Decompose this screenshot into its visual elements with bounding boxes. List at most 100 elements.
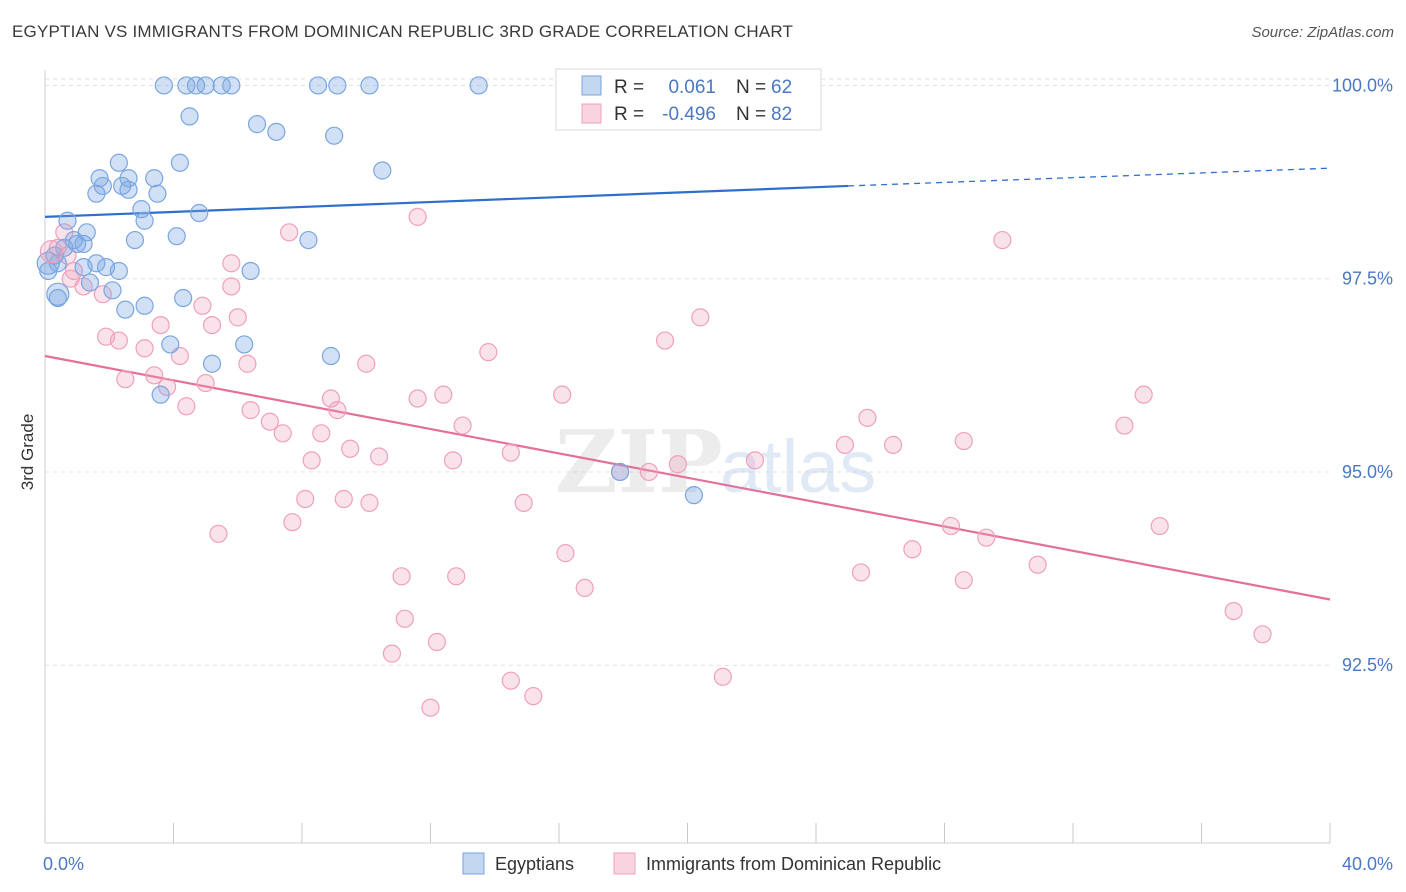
dominican-point-18 bbox=[109, 331, 128, 350]
egyptians-point-45 bbox=[241, 261, 260, 281]
dominican-point-0 bbox=[408, 207, 427, 226]
egyptians-point-29 bbox=[135, 211, 154, 230]
dominican-point-69 bbox=[447, 567, 466, 586]
dominican-point-50 bbox=[302, 451, 321, 470]
large-point-1 bbox=[46, 282, 70, 306]
legend-r-label-1: R = bbox=[614, 77, 644, 98]
dominican-point-65 bbox=[556, 544, 575, 563]
legend-swatch-blue bbox=[581, 75, 602, 96]
dominican-point-49 bbox=[745, 451, 765, 470]
y-tick-label-0: 92.5% bbox=[1342, 655, 1393, 675]
legend-r-value-2: -0.496 bbox=[662, 104, 716, 125]
dominican-point-1 bbox=[280, 223, 299, 242]
large-point-2 bbox=[39, 240, 64, 264]
legend-n-value-2: 82 bbox=[771, 104, 792, 125]
egyptians-point-25 bbox=[87, 184, 106, 203]
egyptians-point-56 bbox=[151, 385, 170, 404]
dominican-point-3 bbox=[55, 223, 74, 242]
legend-n-value-1: 62 bbox=[771, 77, 792, 98]
chart-source: Source: ZipAtlas.com bbox=[1251, 24, 1394, 41]
stats-legend: R = 0.061 N = 62 R = -0.496 N = 82 bbox=[555, 68, 822, 131]
y-tick-label-2: 97.5% bbox=[1342, 269, 1393, 289]
dominican-point-25 bbox=[116, 370, 135, 389]
dominican-point-24 bbox=[357, 354, 376, 373]
egyptians-point-8 bbox=[360, 76, 379, 95]
dominican-point-6 bbox=[222, 254, 241, 273]
dominican-point-71 bbox=[575, 578, 594, 598]
egyptians-point-5 bbox=[222, 76, 241, 95]
egyptians-point-16 bbox=[170, 153, 190, 172]
dominican-point-60 bbox=[283, 513, 302, 532]
dominican-point-43 bbox=[954, 431, 973, 451]
egyptians-point-54 bbox=[321, 346, 341, 366]
dominican-point-47 bbox=[883, 435, 903, 455]
tick-labels: 92.5% 95.0% 97.5% 100.0% 0.0% 40.0% bbox=[43, 75, 1393, 874]
dominican-point-29 bbox=[434, 385, 453, 404]
egyptians-point-6 bbox=[308, 76, 328, 95]
dominican-point-58 bbox=[514, 493, 533, 512]
series-legend-swatch-egyptians bbox=[462, 852, 485, 875]
legend-swatch-pink bbox=[581, 103, 602, 124]
dominican-point-63 bbox=[1150, 516, 1169, 536]
dominican-point-64 bbox=[903, 540, 922, 559]
axes bbox=[44, 70, 1331, 844]
dominican-point-35 bbox=[241, 401, 260, 420]
egyptians-point-36 bbox=[74, 234, 93, 254]
chart-title: EGYPTIAN VS IMMIGRANTS FROM DOMINICAN RE… bbox=[12, 22, 794, 41]
grid-lines bbox=[45, 78, 1330, 666]
egyptians-point-9 bbox=[469, 76, 488, 95]
watermark-zip: ZIP bbox=[555, 412, 723, 513]
y-tick-label-1: 95.0% bbox=[1342, 462, 1393, 482]
legend-n-label-2: N = bbox=[736, 104, 766, 125]
egyptians-point-33 bbox=[125, 230, 145, 250]
egyptians-point-48 bbox=[48, 288, 67, 308]
trend-lines bbox=[44, 167, 1331, 601]
dominican-point-78 bbox=[524, 687, 543, 706]
x-tick-label-0: 0.0% bbox=[43, 854, 84, 874]
dominican-point-51 bbox=[443, 451, 463, 470]
dominican-point-73 bbox=[1224, 601, 1243, 621]
dominican-point-44 bbox=[835, 435, 855, 455]
dominican-point-15 bbox=[151, 315, 170, 335]
dominican-point-32 bbox=[553, 385, 572, 404]
dominican-point-61 bbox=[941, 516, 961, 536]
dominican-point-62 bbox=[977, 528, 996, 547]
dominican-point-40 bbox=[1115, 416, 1134, 435]
egyptians-point-46 bbox=[80, 273, 100, 292]
legend-r-label-2: R = bbox=[614, 104, 644, 125]
egyptians-point-15 bbox=[109, 153, 128, 172]
dominican-point-27 bbox=[196, 373, 215, 393]
dominican-point-41 bbox=[312, 424, 331, 443]
dominican-point-68 bbox=[392, 567, 411, 586]
watermark-atlas: atlas bbox=[720, 425, 876, 508]
egyptians-trend-extension bbox=[848, 167, 1331, 187]
dominican-point-13 bbox=[228, 308, 247, 327]
egyptians-point-58 bbox=[684, 486, 704, 505]
dominican-point-26 bbox=[145, 366, 164, 385]
dominican-point-20 bbox=[135, 339, 154, 358]
legend-n-label-1: N = bbox=[736, 77, 766, 98]
dominican-point-56 bbox=[334, 489, 353, 509]
egyptians-point-51 bbox=[116, 300, 135, 319]
dominican-point-70 bbox=[954, 571, 973, 590]
dominican-point-37 bbox=[858, 408, 877, 427]
egyptians-point-53 bbox=[235, 335, 254, 354]
dominican-point-74 bbox=[427, 632, 447, 652]
egyptians-point-34 bbox=[299, 230, 318, 250]
egyptians-point-14 bbox=[325, 126, 344, 145]
egyptians-point-24 bbox=[148, 184, 167, 203]
data-points bbox=[36, 76, 1272, 717]
egyptians-point-12 bbox=[247, 115, 267, 134]
legend-r-value-1: 0.061 bbox=[668, 77, 716, 98]
dominican-point-67 bbox=[851, 563, 871, 582]
egyptians-point-23 bbox=[119, 180, 138, 199]
egyptians-point-42 bbox=[109, 261, 128, 281]
dominican-point-75 bbox=[1253, 625, 1272, 644]
egyptians-point-50 bbox=[135, 296, 154, 315]
dominican-point-80 bbox=[421, 698, 440, 717]
egyptians-point-49 bbox=[174, 288, 193, 308]
dominican-point-42 bbox=[273, 424, 292, 443]
dominican-point-14 bbox=[691, 308, 710, 327]
egyptians-point-57 bbox=[610, 462, 630, 482]
